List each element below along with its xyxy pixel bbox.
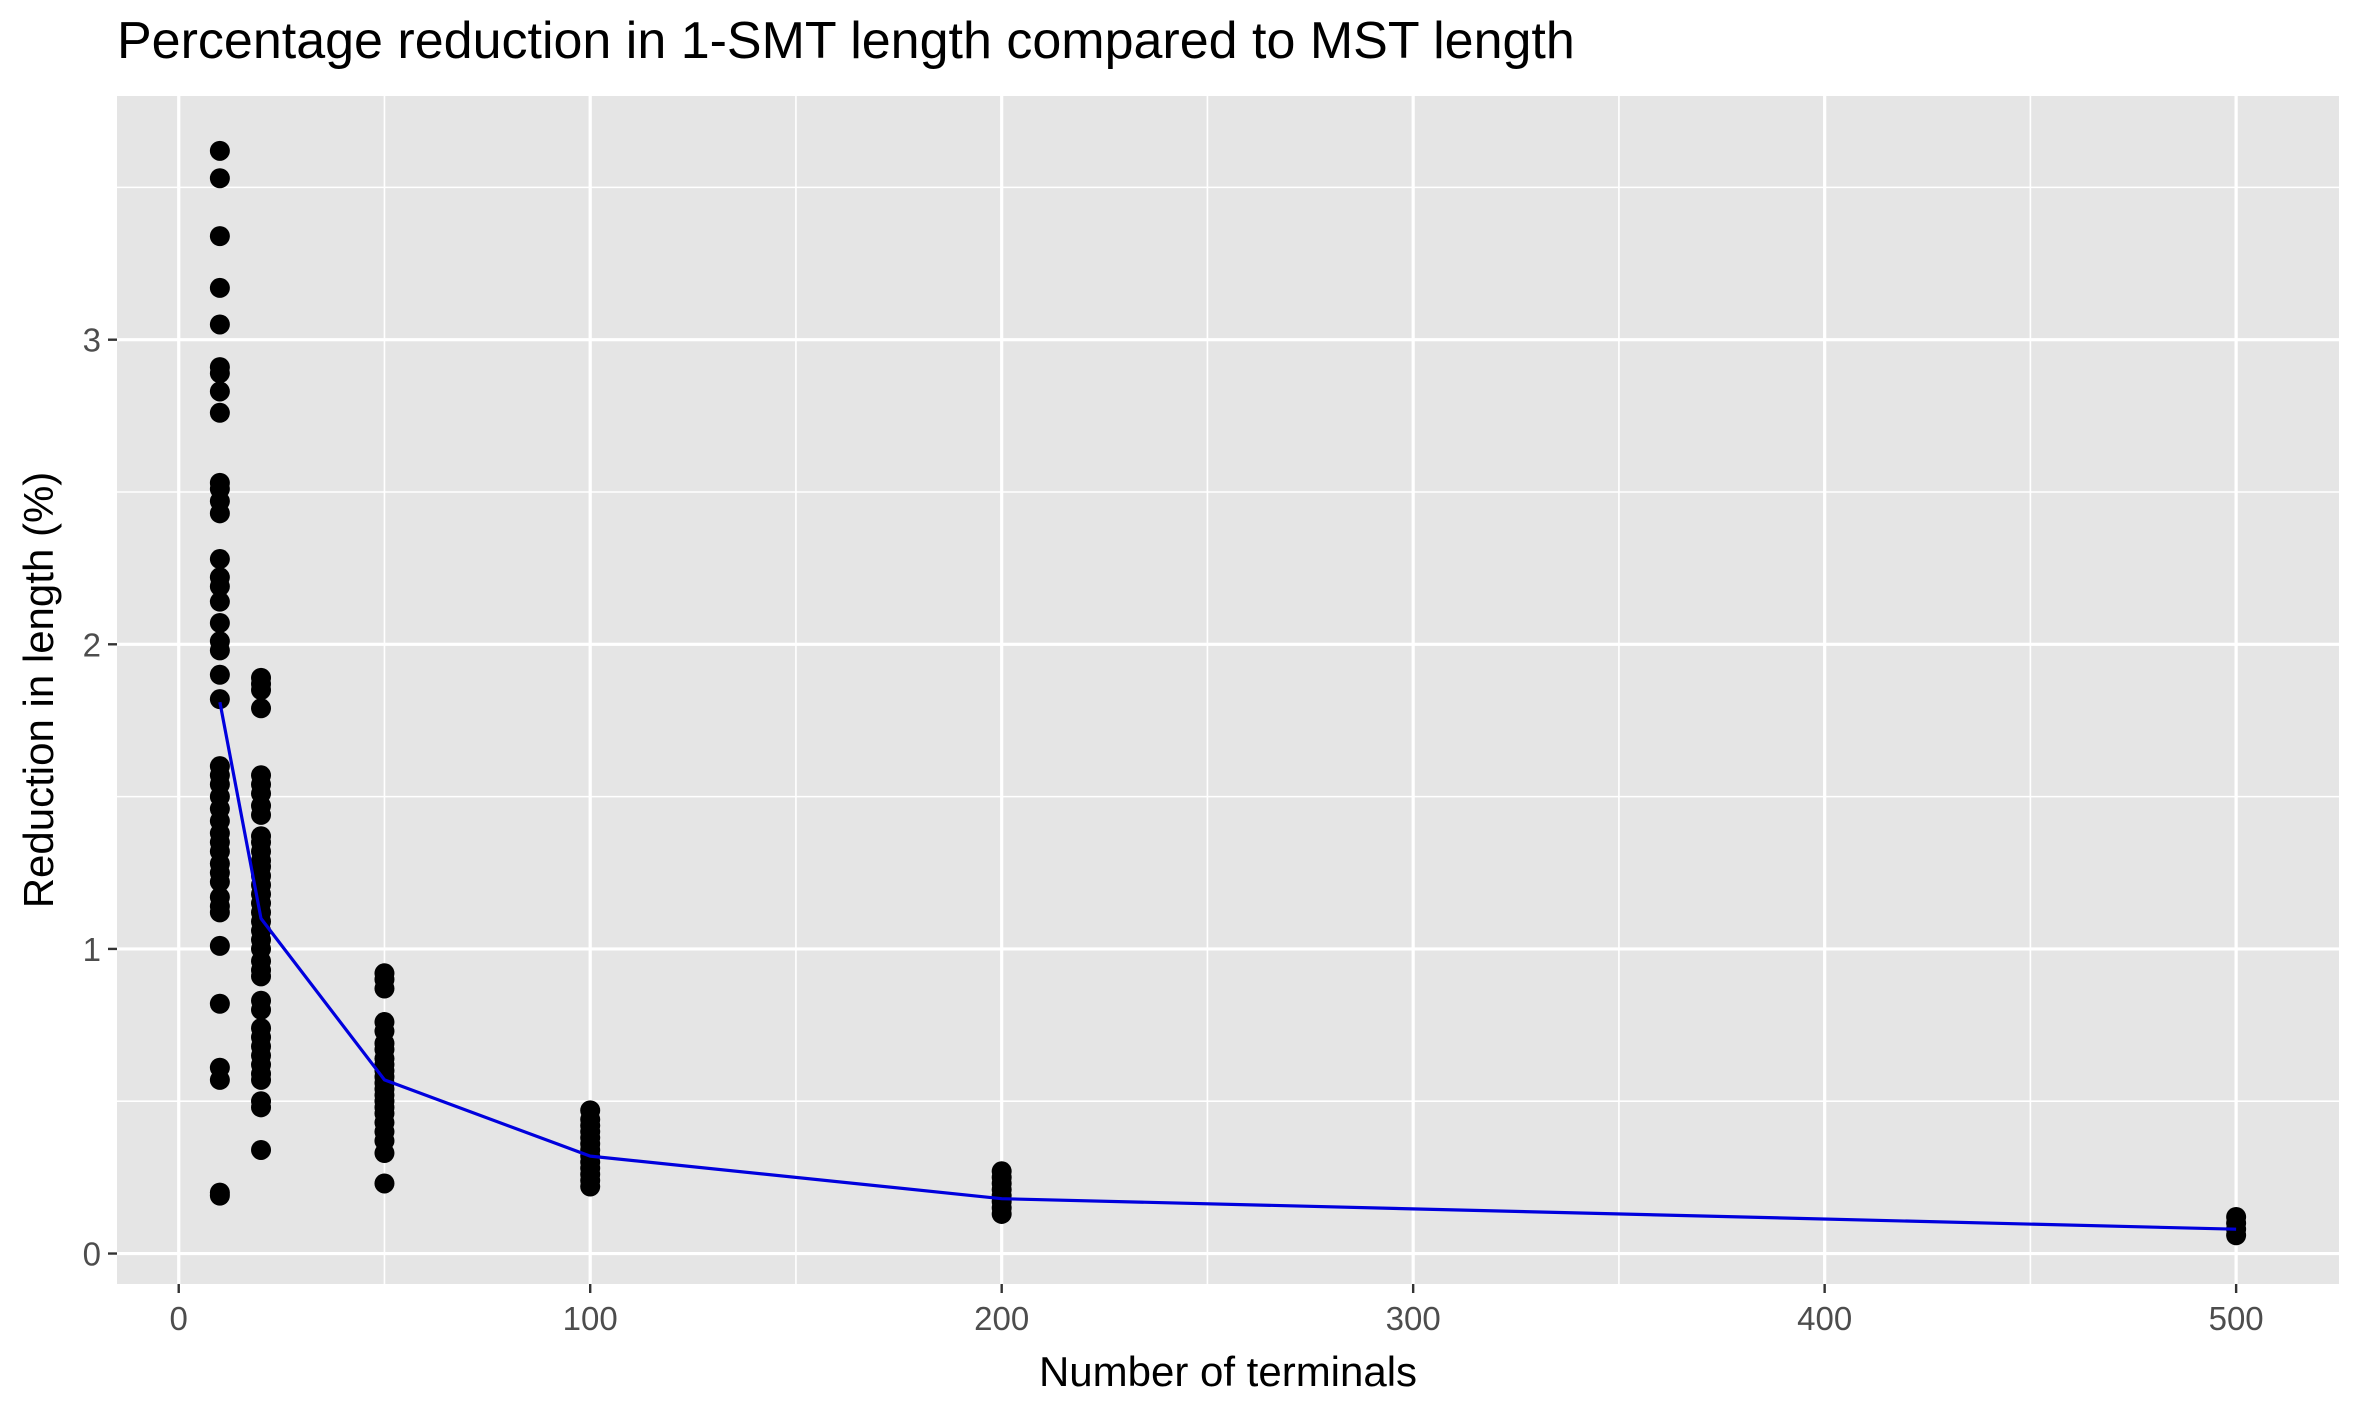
x-tick-label: 200 <box>974 1300 1029 1337</box>
data-point <box>209 168 230 189</box>
mean-line <box>218 701 2237 1231</box>
y-tick-label: 2 <box>83 626 101 663</box>
scatter-points <box>209 140 2247 1246</box>
x-tick-label: 500 <box>2209 1300 2264 1337</box>
data-point <box>374 978 395 999</box>
data-point <box>209 549 230 570</box>
data-point <box>209 612 230 633</box>
data-point <box>251 1069 272 1090</box>
data-point <box>209 935 230 956</box>
data-point <box>209 226 230 247</box>
plot-panel <box>117 96 2339 1284</box>
data-point <box>374 1143 395 1164</box>
data-point <box>209 664 230 685</box>
mean-line-group <box>218 701 2237 1231</box>
data-point <box>251 804 272 825</box>
x-axis-label: Number of terminals <box>1039 1348 1417 1395</box>
x-tick-label: 400 <box>1797 1300 1852 1337</box>
data-point <box>209 1185 230 1206</box>
y-tick-label: 1 <box>83 931 101 968</box>
data-point <box>209 140 230 161</box>
data-point <box>209 871 230 892</box>
data-point <box>209 277 230 298</box>
major-gridlines <box>117 96 2339 1284</box>
x-tick-label: 100 <box>563 1300 618 1337</box>
data-point <box>209 363 230 384</box>
data-point <box>209 402 230 423</box>
data-point <box>209 503 230 524</box>
data-point <box>374 1173 395 1194</box>
data-point <box>209 902 230 923</box>
data-point <box>209 993 230 1014</box>
data-point <box>251 1097 272 1118</box>
data-point <box>251 680 272 700</box>
data-point <box>251 999 272 1020</box>
x-tick-label: 300 <box>1386 1300 1441 1337</box>
y-tick-label: 3 <box>83 322 101 359</box>
data-point <box>209 640 230 661</box>
data-point <box>209 314 230 335</box>
x-tick-label: 0 <box>170 1300 188 1337</box>
y-tick-label: 0 <box>83 1236 101 1273</box>
data-point <box>991 1203 1012 1224</box>
data-point <box>251 1139 272 1160</box>
data-point <box>251 698 272 719</box>
data-point <box>209 689 230 710</box>
chart-title: Percentage reduction in 1-SMT length com… <box>117 12 1575 70</box>
data-point <box>209 1069 230 1090</box>
data-point <box>209 591 230 612</box>
data-point <box>251 966 272 987</box>
data-point <box>209 381 230 402</box>
y-axis-label: Reduction in length (%) <box>15 472 62 909</box>
minor-gridlines <box>117 96 2339 1284</box>
data-point <box>580 1176 601 1197</box>
data-point <box>209 576 230 597</box>
y-axis: 0 1 2 3 <box>83 322 117 1273</box>
x-axis: 0 100 200 300 400 500 <box>170 1284 2264 1337</box>
